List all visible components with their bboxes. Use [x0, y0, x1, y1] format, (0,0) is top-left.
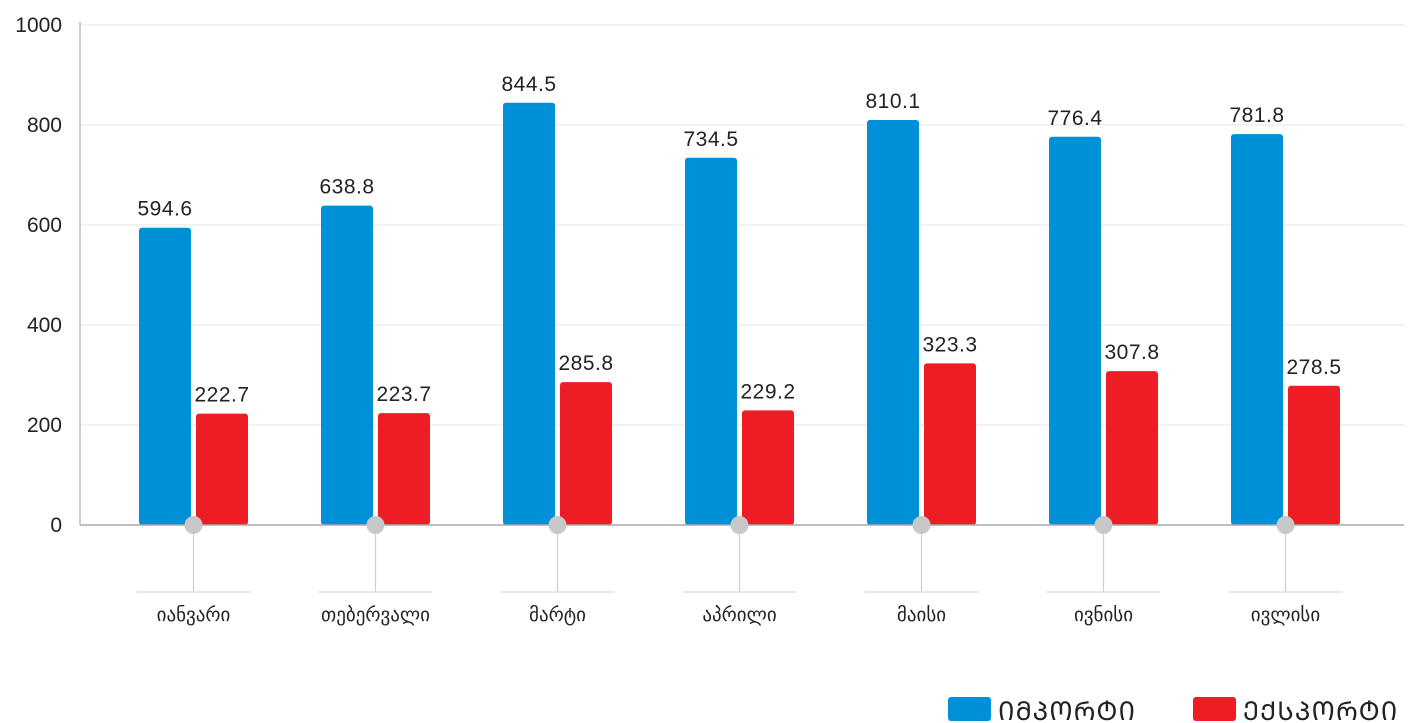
y-tick-label: 200	[27, 414, 62, 437]
legend-label: ᲔᲥᲡᲞᲝᲠᲢᲘ	[1243, 697, 1398, 723]
data-label: 278.5	[1286, 356, 1341, 379]
legend-label: ᲘᲛᲞᲝᲠᲢᲘ	[998, 697, 1136, 723]
data-label: 323.3	[922, 333, 977, 356]
data-label: 781.8	[1229, 104, 1284, 127]
x-tick-marker	[730, 516, 749, 534]
bar	[321, 205, 373, 525]
legend-swatch	[1193, 697, 1236, 721]
x-tick-marker	[912, 516, 931, 534]
y-tick-label: 400	[27, 314, 62, 337]
legend-swatch	[948, 697, 991, 721]
y-tick-label: 600	[27, 214, 62, 237]
y-tick-label: 1000	[15, 14, 62, 37]
x-tick-label: მაისი	[897, 604, 946, 626]
x-tick-label: მარტი	[529, 604, 586, 626]
x-tick-label: იანვარი	[157, 604, 231, 626]
data-label: 229.2	[740, 380, 795, 403]
x-tick-marker	[1094, 516, 1113, 534]
x-tick-label: თებერვალი	[321, 604, 430, 626]
bar	[742, 410, 794, 525]
data-label: 776.4	[1047, 107, 1102, 130]
x-axis: იანვარი თებერვალი მარტი აპრილი მაისი ივნისი ივ…	[80, 516, 1404, 626]
bar	[560, 382, 612, 525]
bar	[503, 102, 555, 525]
bars: 594.6 222.7 638.8 223.7 844.5 285.8 734.5 229.2…	[137, 73, 1341, 526]
bar	[1231, 134, 1283, 525]
y-tick-label: 0	[50, 514, 62, 537]
x-tick-marker	[184, 516, 203, 534]
data-label: 594.6	[137, 198, 192, 221]
y-axis: 0 200 400 600 800 1000	[15, 14, 81, 537]
x-tick-label: ივლისი	[1251, 604, 1320, 626]
bar	[867, 119, 919, 525]
bar	[685, 157, 737, 525]
data-label: 734.5	[683, 128, 738, 151]
data-label: 222.7	[194, 384, 249, 407]
x-tick-label: ივნისი	[1074, 604, 1133, 626]
x-tick-marker	[548, 516, 567, 534]
y-tick-label: 800	[27, 114, 62, 137]
data-label: 223.7	[376, 383, 431, 406]
x-tick-label: აპრილი	[702, 604, 776, 626]
x-tick-marker	[1276, 516, 1295, 534]
bar	[196, 413, 248, 525]
legend: ᲘᲛᲞᲝᲠᲢᲘ ᲔᲥᲡᲞᲝᲠᲢᲘ	[948, 697, 1398, 723]
bar	[378, 413, 430, 525]
data-label: 810.1	[865, 90, 920, 113]
data-label: 285.8	[558, 352, 613, 375]
bar	[924, 363, 976, 525]
data-label: 307.8	[1104, 341, 1159, 364]
data-label: 638.8	[319, 176, 374, 199]
data-label: 844.5	[501, 73, 556, 96]
bar	[1288, 385, 1340, 525]
bar	[139, 227, 191, 525]
bar	[1106, 371, 1158, 525]
x-tick-marker	[366, 516, 385, 534]
bar	[1049, 136, 1101, 526]
grid-lines	[80, 24, 1404, 426]
